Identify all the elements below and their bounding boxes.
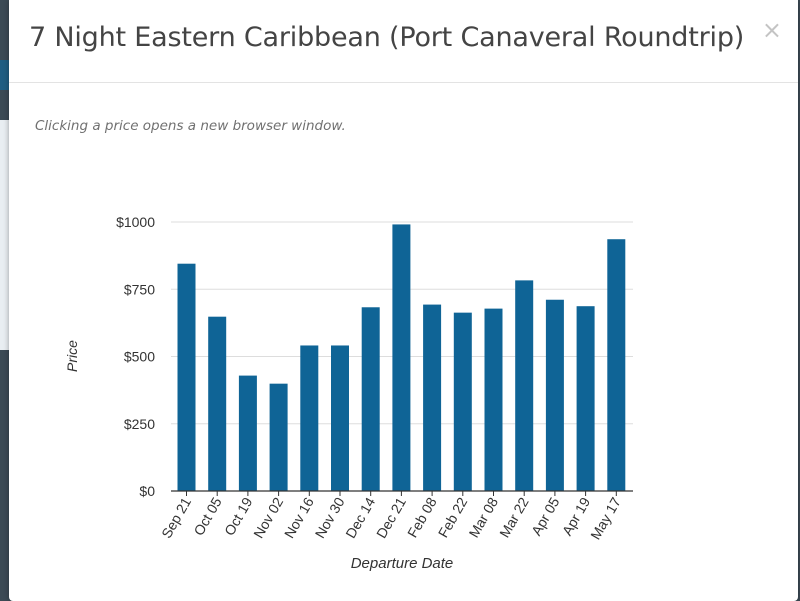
y-axis-label: Price <box>64 340 80 372</box>
background-strip <box>0 120 10 350</box>
x-tick-label: Oct 05 <box>190 494 225 538</box>
bar[interactable] <box>300 345 319 491</box>
close-button[interactable]: × <box>761 16 782 44</box>
bar[interactable] <box>331 345 349 491</box>
bar[interactable] <box>515 280 534 491</box>
bar[interactable] <box>607 239 626 491</box>
y-tick-label: $250 <box>124 416 155 432</box>
x-tick-label: Mar 22 <box>496 494 532 540</box>
x-tick-label: Apr 05 <box>528 494 563 538</box>
bar[interactable] <box>545 299 564 491</box>
y-tick-label: $500 <box>124 349 155 365</box>
y-tick-labels: $0 $250 $500 $750 $1000 <box>116 214 155 499</box>
bar[interactable] <box>576 306 595 491</box>
bar[interactable] <box>177 263 196 491</box>
bar[interactable] <box>269 383 288 491</box>
y-tick-label: $1000 <box>116 214 155 230</box>
y-tick-label: $750 <box>124 281 155 297</box>
modal-title: 7 Night Eastern Caribbean (Port Canavera… <box>29 22 745 53</box>
modal-header: 7 Night Eastern Caribbean (Port Canavera… <box>9 0 798 83</box>
x-tick-label: Feb 08 <box>404 494 440 540</box>
bar[interactable] <box>423 304 442 491</box>
bar[interactable] <box>208 316 227 491</box>
bar[interactable] <box>238 375 257 491</box>
axes <box>171 490 633 496</box>
bar[interactable] <box>484 308 503 491</box>
bar[interactable] <box>453 312 472 491</box>
x-tick-label: Dec 21 <box>373 494 409 541</box>
bar[interactable] <box>392 224 411 491</box>
x-tick-label: May 17 <box>587 494 624 542</box>
y-tick-label: $0 <box>139 483 155 499</box>
x-tick-label: Sep 21 <box>158 494 194 541</box>
x-axis-label: Departure Date <box>351 555 454 572</box>
bar[interactable] <box>361 307 380 491</box>
background-strip <box>0 60 10 90</box>
info-note: Clicking a price opens a new browser win… <box>35 118 346 134</box>
x-tick-label: Mar 08 <box>465 494 501 540</box>
bars <box>177 224 626 491</box>
x-tick-label: Feb 22 <box>435 494 471 540</box>
